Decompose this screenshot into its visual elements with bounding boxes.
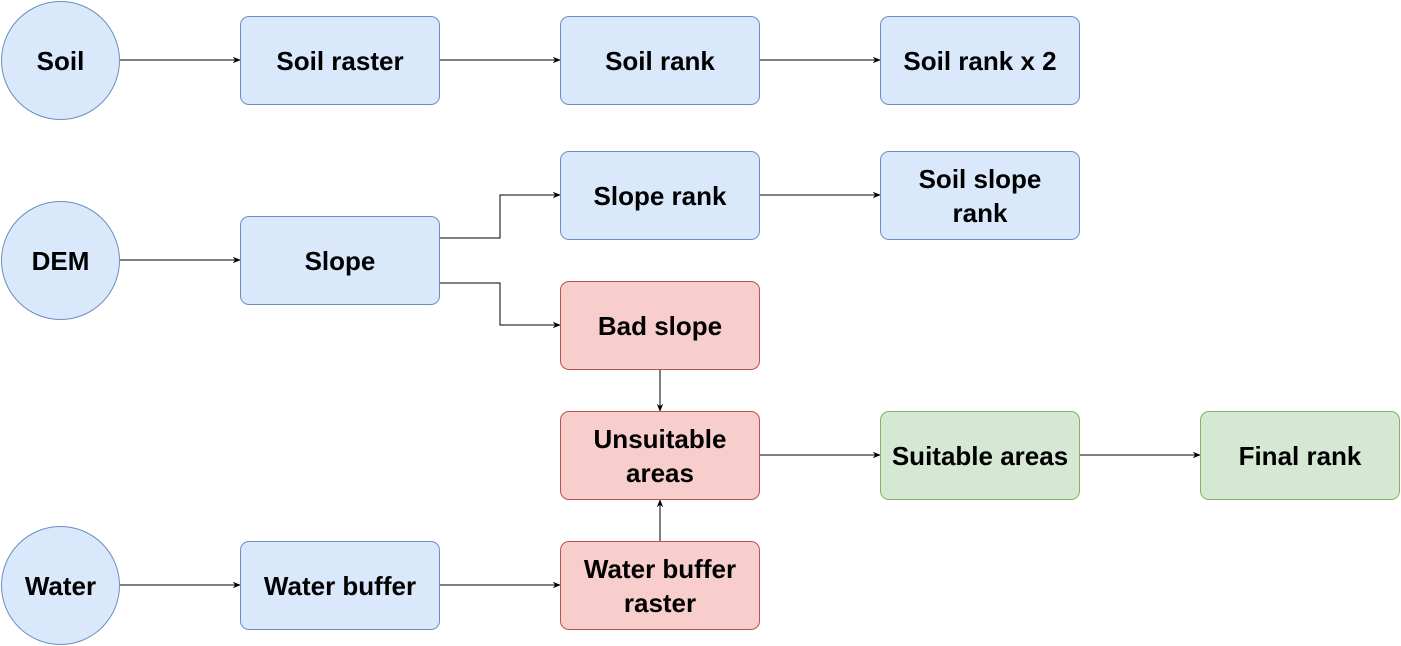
node-soil-raster[interactable]: Soil raster bbox=[240, 16, 440, 105]
node-water-buffer-label: Water buffer bbox=[263, 570, 417, 601]
node-slope-rank-label: Slope rank bbox=[593, 180, 727, 211]
node-soil-slope-rank-label: Soil slope rank bbox=[918, 163, 1042, 228]
node-unsuitable-areas-label: Unsuitable areas bbox=[593, 423, 727, 488]
node-bad-slope-label: Bad slope bbox=[597, 310, 723, 341]
node-slope-rank[interactable]: Slope rank bbox=[560, 151, 760, 240]
node-suitable-areas[interactable]: Suitable areas bbox=[880, 411, 1080, 500]
node-water-buffer-raster[interactable]: Water buffer raster bbox=[560, 541, 760, 630]
node-water-buffer[interactable]: Water buffer bbox=[240, 541, 440, 630]
edge-slope-to-bad-slope bbox=[440, 282, 561, 329]
node-soil-rank-label: Soil rank bbox=[605, 45, 715, 76]
node-soil-raster-label: Soil raster bbox=[276, 45, 404, 76]
edge-group bbox=[120, 56, 1201, 589]
node-final-rank-label: Final rank bbox=[1238, 440, 1362, 471]
edge-slope-to-slope-rank bbox=[440, 191, 561, 239]
node-soil-slope-rank[interactable]: Soil slope rank bbox=[880, 151, 1080, 240]
node-soil-rank-x2-label: Soil rank x 2 bbox=[903, 45, 1057, 76]
node-bad-slope[interactable]: Bad slope bbox=[560, 281, 760, 370]
node-soil-label: Soil bbox=[36, 45, 85, 76]
node-water-buffer-raster-label: Water buffer raster bbox=[583, 553, 737, 618]
node-water-label: Water bbox=[24, 570, 97, 601]
node-soil-rank-x2[interactable]: Soil rank x 2 bbox=[880, 16, 1080, 105]
node-slope[interactable]: Slope bbox=[240, 216, 440, 305]
node-dem[interactable]: DEM bbox=[1, 201, 120, 320]
node-water[interactable]: Water bbox=[1, 526, 120, 645]
node-final-rank[interactable]: Final rank bbox=[1200, 411, 1400, 500]
node-unsuitable-areas[interactable]: Unsuitable areas bbox=[560, 411, 760, 500]
node-slope-label: Slope bbox=[304, 245, 376, 276]
node-soil-rank[interactable]: Soil rank bbox=[560, 16, 760, 105]
node-soil[interactable]: Soil bbox=[1, 1, 120, 120]
node-suitable-areas-label: Suitable areas bbox=[891, 440, 1069, 471]
node-dem-label: DEM bbox=[31, 245, 90, 276]
